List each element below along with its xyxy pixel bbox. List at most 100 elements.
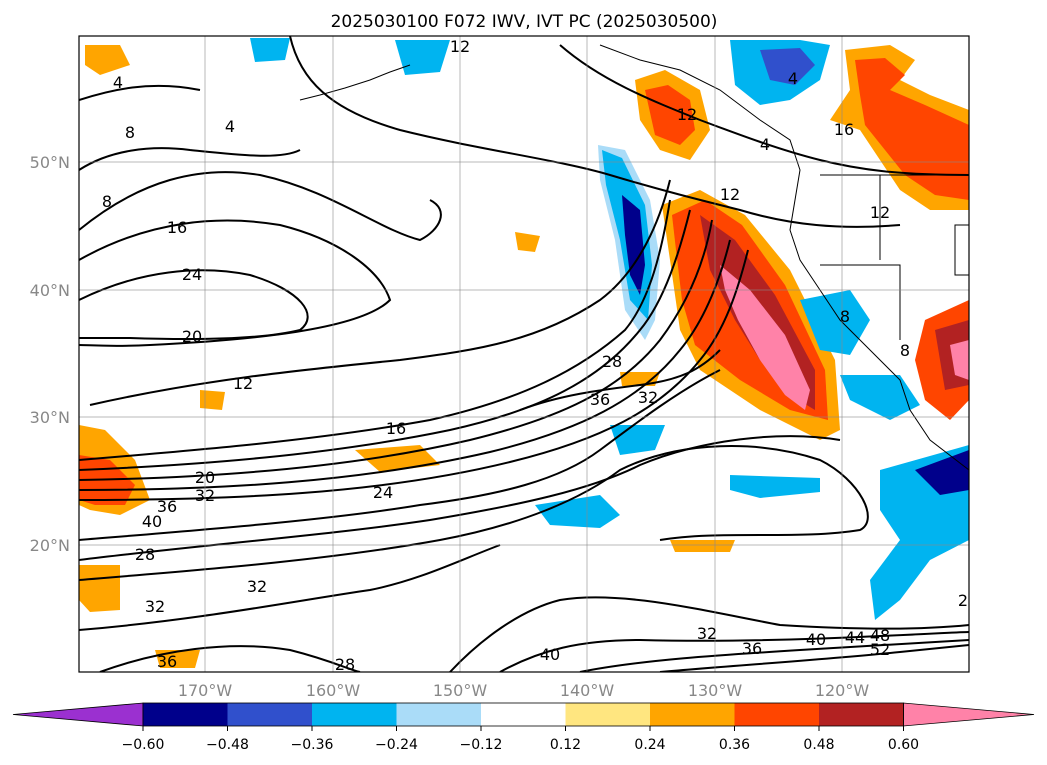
contour-label: 36 xyxy=(157,652,177,671)
contour-label: 8 xyxy=(900,341,910,360)
contour-label: 36 xyxy=(157,497,177,516)
shade-coast-blue xyxy=(800,290,870,355)
contour-line xyxy=(79,249,749,501)
contour-line xyxy=(659,644,969,672)
contour-line xyxy=(79,445,869,581)
lon-label: 150°W xyxy=(433,681,488,700)
state-border xyxy=(820,264,901,340)
lon-label: 170°W xyxy=(178,681,233,700)
contour-line xyxy=(449,596,969,672)
contour-label: 28 xyxy=(135,545,155,564)
colorbar-segment xyxy=(396,703,482,726)
figure-title: 2025030100 F072 IWV, IVT PC (2025030500) xyxy=(331,12,718,32)
contour-line xyxy=(559,44,969,176)
colorbar-segment xyxy=(734,703,820,726)
contour-line xyxy=(79,239,731,491)
contour-labels: 4 8 4 4 12 16 24 20 12 16 20 32 36 24 40… xyxy=(102,37,968,672)
colorbar-tick-label: 0.60 xyxy=(888,737,919,753)
colorbar-tick-label: 0.12 xyxy=(550,737,581,753)
contour-label: 20 xyxy=(195,468,215,487)
contour-label: 12 xyxy=(233,374,253,393)
shade-small-orange8 xyxy=(515,232,540,252)
colorbar-segment xyxy=(565,703,651,726)
coastline xyxy=(299,64,411,101)
colorbar-tick-label: 0.36 xyxy=(719,737,750,753)
coastlines xyxy=(299,44,969,471)
colorbar-outline xyxy=(142,702,904,727)
shade-small-orange2 xyxy=(200,390,225,410)
longitude-labels: 170°W 160°W 150°W 140°W 130°W 120°W xyxy=(178,681,870,700)
contour-label: 8 xyxy=(102,192,112,211)
contour-label: 40 xyxy=(142,512,162,531)
contour-label: 32 xyxy=(247,577,267,596)
contour-label: 4 xyxy=(113,73,123,92)
shade-small-orange7 xyxy=(620,372,660,386)
contour-label: 36 xyxy=(742,639,762,658)
contour-label: 24 xyxy=(373,483,393,502)
colorbar-tick-label: −0.60 xyxy=(122,737,165,753)
lat-label: 30°N xyxy=(30,408,70,427)
contour-label: 8 xyxy=(125,123,135,142)
contour-label: 4 xyxy=(225,117,235,136)
contour-line xyxy=(79,369,721,541)
contour-label: 16 xyxy=(834,120,854,139)
lat-label: 50°N xyxy=(30,153,70,172)
contour-label: 12 xyxy=(450,37,470,56)
contour-label: 4 xyxy=(760,135,770,154)
contour-line xyxy=(79,171,442,242)
contour-line xyxy=(79,147,301,171)
shade-ne-red xyxy=(855,58,969,200)
colorbar-tick-label: −0.24 xyxy=(375,737,418,753)
colorbar-segment xyxy=(227,703,313,726)
contour-line xyxy=(579,639,969,672)
contour-line xyxy=(99,645,361,672)
contour-line xyxy=(79,544,501,631)
coastline xyxy=(599,44,969,471)
colorbar-extend-min xyxy=(12,702,144,727)
shade-pink-band xyxy=(720,265,810,410)
coastline xyxy=(954,224,969,276)
contour-line xyxy=(79,219,392,347)
contour-label: 20 xyxy=(182,327,202,346)
contour-label: 24 xyxy=(182,265,202,284)
contour-label: 16 xyxy=(167,218,187,237)
shade-ak-navy xyxy=(760,48,815,85)
shade-nw-blue xyxy=(250,38,290,62)
contour-label: 12 xyxy=(870,203,890,222)
lat-label: 20°N xyxy=(30,536,70,555)
contour-label: 8 xyxy=(840,307,850,326)
contour-label: 36 xyxy=(590,390,610,409)
colorbar-segment xyxy=(312,703,397,726)
contour-label: 32 xyxy=(195,486,215,505)
contour-label: 2 xyxy=(958,591,968,610)
shaded-anomalies xyxy=(79,38,969,668)
contour-line xyxy=(89,179,671,406)
latitude-labels: 50°N 40°N 30°N 20°N xyxy=(30,153,70,555)
colorbar: −0.60 −0.48 −0.36 −0.24 −0.12 0.12 0.24 0.36 0.4… xyxy=(12,702,1035,753)
colorbar-segment xyxy=(819,703,904,726)
contour-line xyxy=(79,219,713,481)
shade-nw-blue2 xyxy=(395,40,450,75)
lon-label: 160°W xyxy=(306,681,361,700)
map-frame xyxy=(78,35,970,673)
contour-label: 32 xyxy=(697,624,717,643)
shade-navy-band xyxy=(622,195,645,295)
contour-line xyxy=(289,36,901,228)
shade-small-orange1 xyxy=(85,45,130,75)
contour-label: 32 xyxy=(638,388,658,407)
lat-label: 40°N xyxy=(30,281,70,300)
contour-label: 12 xyxy=(720,185,740,204)
shade-east-pink xyxy=(950,340,969,380)
colorbar-tick-label: −0.48 xyxy=(206,737,249,753)
colorbar-segment xyxy=(143,703,228,726)
contour-line xyxy=(79,84,201,101)
colorbar-tick-label: −0.12 xyxy=(460,737,503,753)
colorbar-tick-label: 0.24 xyxy=(634,737,665,753)
colorbar-segment xyxy=(481,703,566,726)
lon-label: 140°W xyxy=(560,681,615,700)
colorbar-segment xyxy=(650,703,735,726)
contour-line xyxy=(79,199,671,461)
iwv-contours xyxy=(79,36,969,672)
shade-alaska-red xyxy=(645,85,695,145)
